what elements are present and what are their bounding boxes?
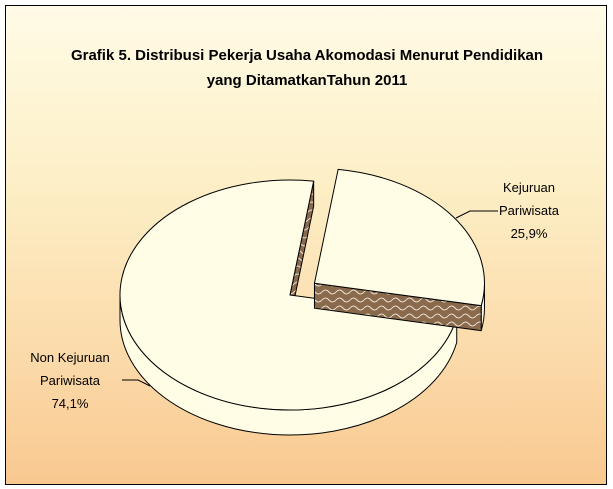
slice-category: Non Kejuruan Pariwisata bbox=[30, 350, 110, 388]
slice-value: 25,9% bbox=[510, 226, 548, 241]
leader-line bbox=[122, 379, 151, 387]
leader-line bbox=[455, 210, 498, 219]
slice-label: Kejuruan Pariwisata 25,9% bbox=[484, 176, 574, 245]
slice bbox=[313, 168, 485, 307]
slice-label: Non Kejuruan Pariwisata 74,1% bbox=[18, 346, 122, 415]
slice-category: Kejuruan Pariwisata bbox=[499, 180, 559, 218]
slice bbox=[119, 179, 458, 411]
chart-title: Grafik 5. Distribusi Pekerja Usaha Akomo… bbox=[70, 47, 544, 89]
slice-value: 74,1% bbox=[51, 396, 89, 411]
